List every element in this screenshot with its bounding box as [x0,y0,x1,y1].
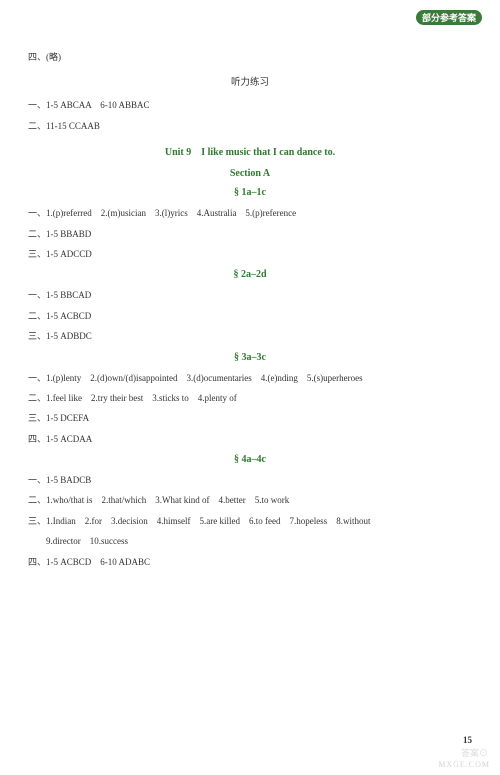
s2a-line-1: 一、1-5 BBCAD [28,288,472,302]
sub-4a-title: § 4a–4c [28,454,472,465]
s4a-line-3: 三、1.Indian 2.for 3.decision 4.himself 5.… [28,514,472,528]
watermark-text: MXGE.COM [438,760,490,769]
listening-line-1: 一、1-5 ABCAA 6-10 ABBAC [28,98,472,112]
listening-title: 听力练习 [28,74,472,88]
s4a-line-3b: 9.director 10.success [28,534,472,548]
page-content: 四、(略) 听力练习 一、1-5 ABCAA 6-10 ABBAC 二、11-1… [28,50,472,569]
s1a-line-2: 二、1-5 BBABD [28,227,472,241]
s4a-line-2: 二、1.who/that is 2.that/which 3.What kind… [28,493,472,507]
watermark-logo: 答案⊙ [461,746,488,759]
section4-note: 四、(略) [28,50,472,64]
unit-title: Unit 9 I like music that I can dance to. [28,143,472,158]
s3a-line-2: 二、1.feel like 2.try their best 3.sticks … [28,391,472,405]
listening-line-2: 二、11-15 CCAAB [28,119,472,133]
sub-3a-title: § 3a–3c [28,352,472,363]
s4a-line-1: 一、1-5 BADCB [28,473,472,487]
s3a-line-4: 四、1-5 ACDAA [28,432,472,446]
s1a-line-1: 一、1.(p)referred 2.(m)usician 3.(l)yrics … [28,206,472,220]
sub-1a-title: § 1a–1c [28,187,472,198]
s2a-line-2: 二、1-5 ACBCD [28,309,472,323]
header-tag: 部分参考答案 [416,10,482,25]
sub-2a-title: § 2a–2d [28,269,472,280]
s1a-line-3: 三、1-5 ADCCD [28,247,472,261]
page-number: 15 [463,735,472,745]
s3a-line-3: 三、1-5 DCEFA [28,411,472,425]
s2a-line-3: 三、1-5 ADBDC [28,329,472,343]
section-a-title: Section A [28,168,472,179]
s4a-line-4: 四、1-5 ACBCD 6-10 ADABC [28,555,472,569]
s3a-line-1: 一、1.(p)lenty 2.(d)own/(d)isappointed 3.(… [28,371,472,385]
